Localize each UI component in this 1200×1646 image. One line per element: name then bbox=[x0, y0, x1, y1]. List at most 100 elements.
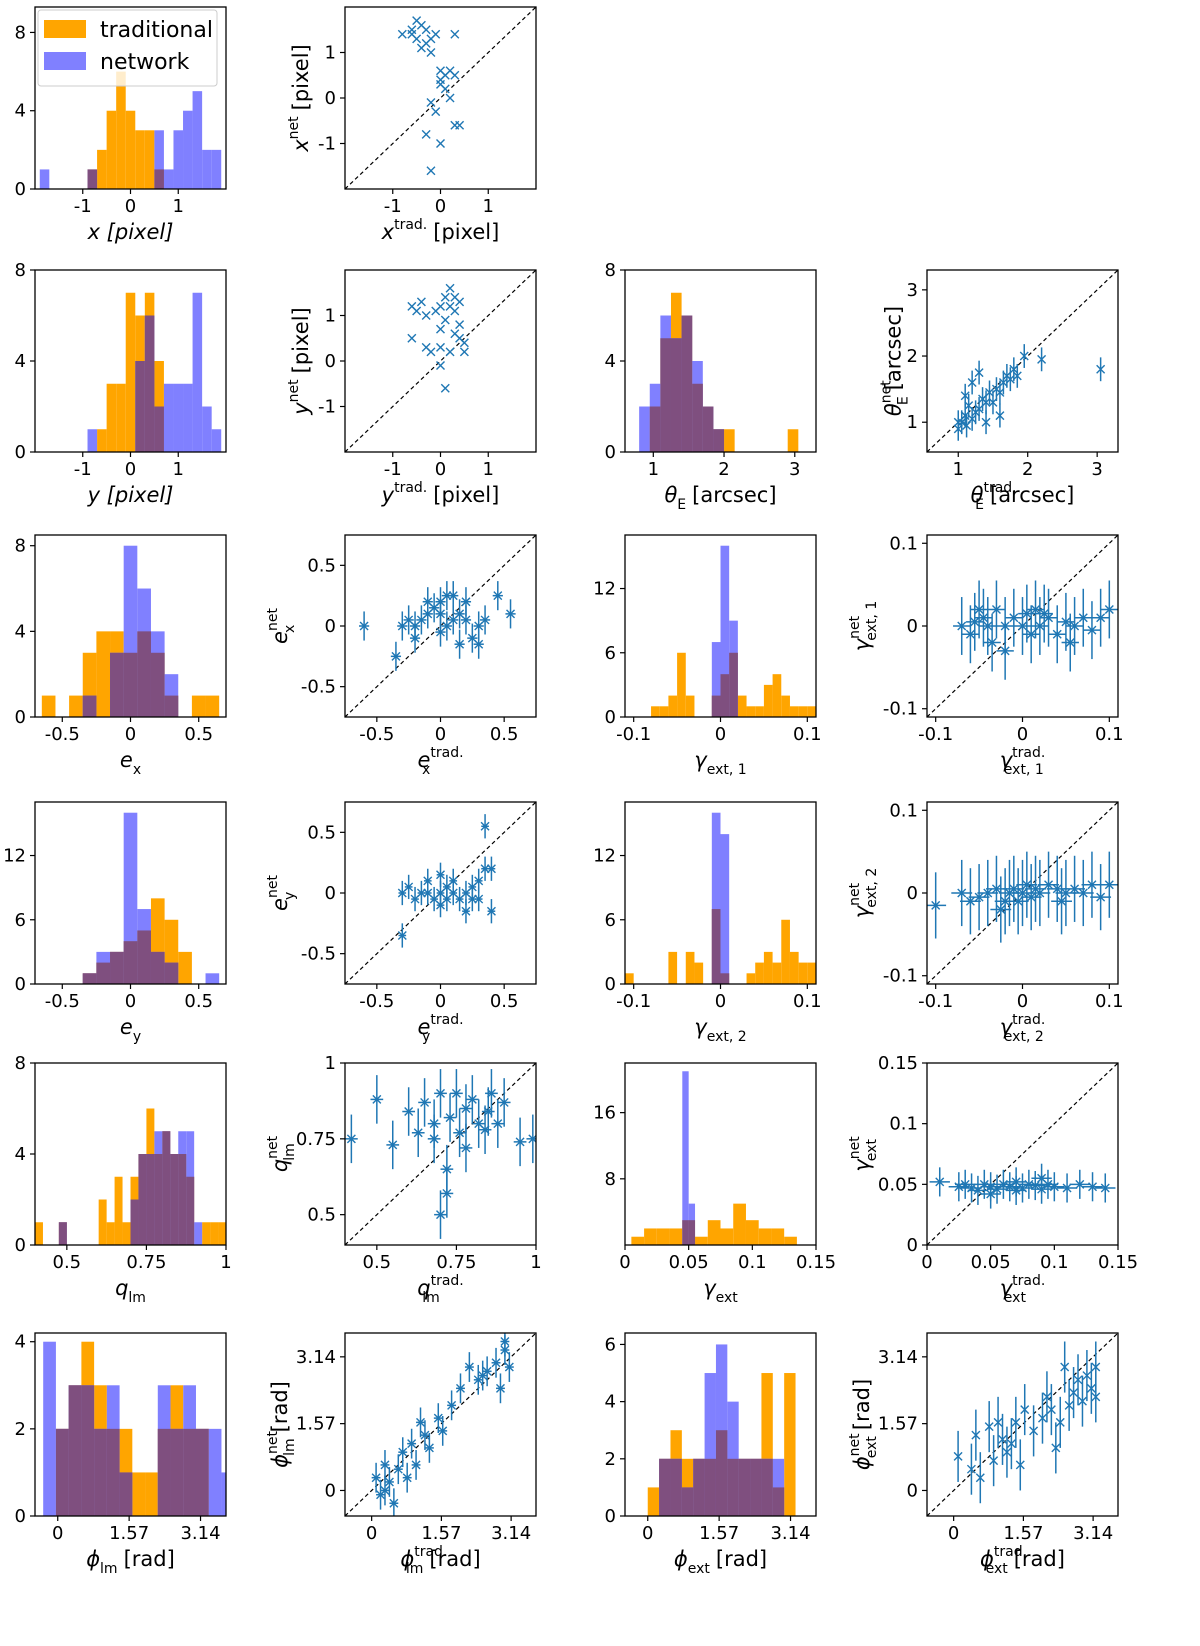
marker-x bbox=[426, 166, 436, 176]
x-axis-label-main: x [pixel] bbox=[87, 220, 174, 244]
data-point bbox=[412, 306, 422, 316]
bar-traditional bbox=[789, 951, 799, 984]
data-point bbox=[421, 311, 431, 320]
marker-x bbox=[1104, 880, 1114, 890]
y-axis-label-sup: net bbox=[847, 1136, 863, 1159]
marker-x bbox=[1046, 1405, 1056, 1415]
data-point bbox=[1069, 1367, 1079, 1419]
marker-x bbox=[436, 1210, 445, 1220]
x-tick-label: 0.5 bbox=[363, 1252, 392, 1273]
bar-overlap bbox=[164, 962, 179, 984]
marker-x bbox=[988, 397, 998, 407]
y-tick-label: 1 bbox=[325, 306, 336, 327]
marker-x bbox=[467, 894, 477, 904]
x-axis-label-sub: E bbox=[975, 497, 984, 513]
data-point bbox=[445, 283, 455, 293]
bar-overlap bbox=[162, 1131, 171, 1245]
marker-x bbox=[499, 1097, 509, 1107]
marker-x bbox=[459, 338, 469, 348]
x-axis-label-main: q bbox=[417, 1276, 430, 1300]
marker-x bbox=[500, 1337, 510, 1347]
data-point bbox=[455, 320, 465, 330]
bar-network bbox=[221, 1472, 226, 1516]
data-point bbox=[1091, 588, 1110, 647]
marker-x bbox=[447, 1400, 457, 1410]
marker-x bbox=[970, 617, 980, 627]
marker-x bbox=[450, 329, 460, 339]
data-point bbox=[1007, 868, 1029, 935]
y-axis-label-sup: net bbox=[265, 1135, 281, 1158]
axes-frame bbox=[624, 1332, 817, 1517]
marker-x bbox=[515, 1137, 525, 1147]
data-point bbox=[455, 297, 465, 307]
x-tick-label: 3 bbox=[789, 459, 800, 480]
data-point bbox=[1025, 855, 1046, 922]
x-axis-label-sub: ext bbox=[1004, 1290, 1027, 1306]
x-axis-label-main: ϕ bbox=[674, 1547, 688, 1571]
marker-x bbox=[1057, 896, 1067, 906]
marker-x bbox=[1100, 1183, 1110, 1193]
marker-x bbox=[1005, 374, 1015, 384]
bar-overlap bbox=[110, 652, 124, 717]
x-axis-label-main: e bbox=[417, 1015, 430, 1039]
panel-hp: 0 1.57 3.14 0 2 4 ϕlm [rad] bbox=[15, 1332, 227, 1577]
data-point bbox=[990, 876, 1012, 943]
x-tick-label: -0.1 bbox=[616, 991, 651, 1012]
marker-x bbox=[491, 1358, 501, 1368]
bar-overlap bbox=[727, 1458, 739, 1516]
y-axis-label-sub: ext bbox=[864, 1436, 880, 1459]
marker-x bbox=[359, 621, 369, 631]
data-point bbox=[986, 855, 1007, 922]
data-point bbox=[436, 862, 445, 887]
bar-network bbox=[173, 130, 184, 189]
marker-x bbox=[1035, 888, 1045, 898]
bar-overlap bbox=[135, 361, 145, 452]
marker-x bbox=[393, 1464, 403, 1474]
bar-traditional bbox=[205, 695, 220, 717]
data-point bbox=[1039, 588, 1058, 647]
y-axis-label-main: θ bbox=[882, 403, 906, 416]
marker-x bbox=[388, 1140, 398, 1150]
marker-x bbox=[1096, 364, 1106, 374]
marker-x bbox=[1009, 884, 1019, 894]
x-axis-label: γext bbox=[703, 1276, 738, 1306]
y-tick-label: 1.57 bbox=[296, 1414, 336, 1435]
marker-x bbox=[983, 888, 993, 898]
y-tick-label: 4 bbox=[15, 621, 26, 642]
x-tick-label: 0.75 bbox=[436, 1252, 476, 1273]
data-point bbox=[402, 1087, 416, 1136]
bar-overlap bbox=[68, 1385, 82, 1516]
bar-traditional bbox=[745, 1220, 759, 1245]
data-point bbox=[447, 1390, 457, 1421]
x-axis-label: θE [arcsec] bbox=[664, 483, 776, 513]
bar-network bbox=[211, 149, 222, 189]
y-tick-label: 3.14 bbox=[878, 1347, 918, 1368]
marker-x bbox=[1096, 613, 1106, 623]
bar-overlap bbox=[154, 169, 164, 189]
y-tick-label: 1 bbox=[325, 43, 336, 64]
bar-traditional bbox=[668, 951, 678, 984]
x-axis-label-main: y bbox=[381, 483, 395, 507]
x-axis-label-sup: trad. bbox=[414, 1544, 447, 1560]
marker-x bbox=[455, 1383, 465, 1393]
y-tick-label: 0 bbox=[605, 707, 616, 728]
bar-network bbox=[163, 169, 174, 189]
marker-x bbox=[1062, 1183, 1072, 1193]
x-tick-label: -0.5 bbox=[45, 991, 80, 1012]
data-point bbox=[960, 383, 970, 408]
bar-overlap bbox=[738, 1458, 751, 1516]
marker-x bbox=[421, 311, 431, 320]
y-tick-label: 4 bbox=[15, 1144, 26, 1165]
marker-x bbox=[1020, 1405, 1030, 1415]
panel-hy: -1 0 1 0 4 8 y [pixel] bbox=[15, 260, 227, 507]
data-point bbox=[1044, 1172, 1065, 1202]
y-tick-label: 0 bbox=[907, 1235, 918, 1256]
axes-frame bbox=[926, 269, 1119, 453]
bar-overlap bbox=[659, 1458, 671, 1516]
bar-traditional bbox=[97, 429, 107, 452]
y-axis-label-sub: lm bbox=[282, 1438, 298, 1456]
data-point bbox=[961, 1173, 982, 1203]
x-axis-label-unit: [pixel] bbox=[433, 220, 499, 244]
data-point bbox=[1051, 1422, 1061, 1474]
